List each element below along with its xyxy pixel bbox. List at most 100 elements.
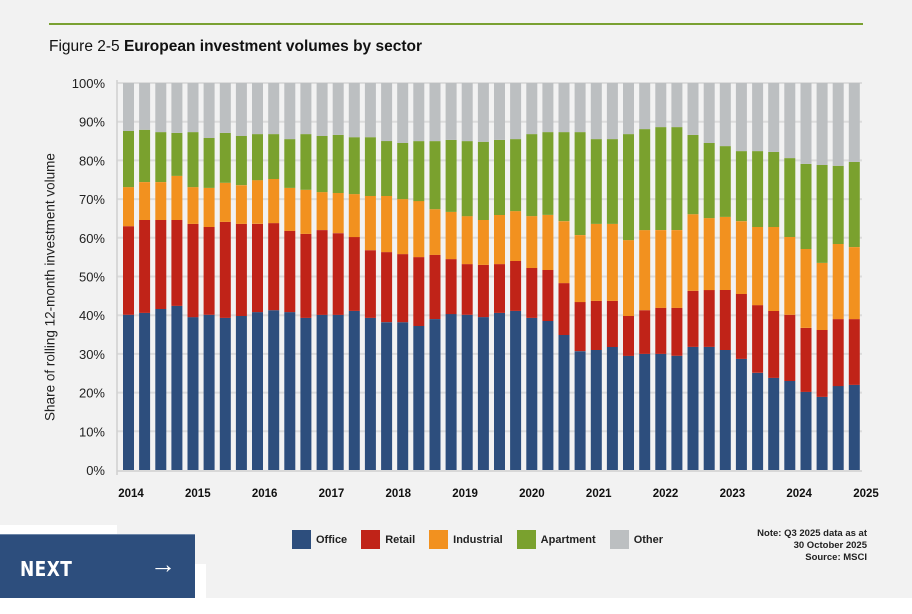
legend: Office Retail Industrial Apartment Other — [292, 530, 677, 549]
legend-item-retail: Retail — [361, 530, 415, 549]
bar-segment-other — [542, 83, 554, 133]
bar-segment-industrial — [461, 216, 473, 265]
bar-segment-retail — [461, 264, 473, 315]
bar-segment-apartment — [752, 151, 764, 227]
y-tick-label: 20% — [79, 386, 105, 401]
bar-segment-industrial — [252, 180, 263, 224]
bars — [123, 83, 860, 470]
bar-segment-office — [671, 355, 683, 470]
bar-segment-other — [848, 83, 860, 162]
bar-segment-office — [381, 322, 393, 470]
bar-segment-apartment — [477, 141, 489, 220]
bar-segment-apartment — [832, 165, 844, 244]
bar-segment-office — [623, 355, 634, 470]
bar-segment-retail — [381, 252, 393, 323]
bar-segment-office — [494, 312, 505, 470]
bar-segment-retail — [574, 302, 586, 352]
bar-segment-office — [284, 312, 296, 470]
bar-segment-office — [123, 314, 134, 470]
white-panel — [195, 564, 206, 598]
bar-segment-industrial — [187, 187, 199, 224]
bar-segment-other — [526, 83, 538, 135]
bar-segment-other — [155, 83, 167, 133]
bar-segment-retail — [364, 250, 376, 318]
bar-segment-retail — [687, 290, 699, 347]
bar-segment-industrial — [784, 237, 796, 315]
bar-segment-retail — [526, 268, 538, 318]
legend-label: Retail — [385, 533, 416, 546]
bar-segment-industrial — [510, 211, 522, 261]
bar-segment-office — [413, 326, 425, 470]
x-tick-label: 2018 — [385, 488, 411, 500]
figure-number: Figure 2-5 — [49, 38, 120, 55]
bar-segment-office — [477, 317, 489, 470]
next-button[interactable]: NEXT → — [0, 534, 195, 598]
bar-segment-retail — [300, 233, 312, 318]
bar-segment-industrial — [671, 230, 683, 308]
bar-segment-office — [252, 312, 263, 470]
legend-label: Apartment — [540, 533, 596, 546]
bar-segment-apartment — [494, 139, 505, 215]
bar-segment-other — [235, 83, 247, 136]
bar-segment-other — [300, 83, 312, 135]
bar-segment-office — [832, 386, 844, 470]
y-tick-label: 0% — [86, 463, 105, 478]
bar-segment-retail — [284, 230, 296, 313]
bar-segment-other — [203, 83, 215, 138]
bar-segment-office — [542, 321, 554, 470]
bar-segment-industrial — [155, 182, 167, 220]
bar-segment-office — [784, 381, 796, 470]
bar-segment-apartment — [397, 143, 409, 200]
bar-segment-industrial — [752, 227, 764, 306]
bar-segment-other — [123, 83, 134, 131]
y-tick-label: 60% — [79, 231, 105, 246]
legend-swatch — [516, 530, 536, 549]
bar-segment-retail — [155, 220, 167, 309]
bar-segment-retail — [623, 316, 634, 356]
bar-segment-industrial — [219, 182, 231, 222]
bar-segment-office — [268, 310, 280, 470]
bar-segment-retail — [235, 223, 247, 316]
legend-item-office: Office — [292, 530, 347, 549]
x-tick-label: 2015 — [185, 488, 211, 500]
bar-segment-office — [816, 396, 828, 470]
bar-segment-other — [187, 83, 199, 133]
bar-segment-other — [139, 83, 151, 130]
bar-segment-other — [510, 83, 522, 140]
bar-segment-apartment — [735, 151, 747, 222]
bar-segment-apartment — [187, 132, 199, 188]
x-tick-labels: 2014 2015 2016 2017 2018 2019 2020 2021 2022 2023… — [118, 488, 879, 500]
bar-segment-other — [735, 83, 747, 152]
bar-segment-office — [171, 305, 183, 470]
bar-segment-other — [752, 83, 764, 152]
bar-segment-industrial — [397, 199, 409, 255]
bar-segment-industrial — [574, 235, 586, 303]
bar-segment-other — [800, 83, 812, 164]
bar-segment-apartment — [219, 132, 231, 183]
bar-segment-apartment — [268, 134, 280, 179]
bar-segment-retail — [784, 314, 796, 381]
bar-segment-other — [719, 83, 731, 147]
y-tick-label: 50% — [79, 270, 105, 285]
bar-segment-retail — [510, 261, 522, 311]
bar-segment-apartment — [413, 141, 425, 202]
bar-segment-apartment — [381, 141, 393, 196]
bar-segment-industrial — [300, 189, 312, 234]
bar-segment-industrial — [687, 214, 699, 291]
bar-segment-retail — [219, 221, 231, 318]
bar-segment-retail — [752, 305, 764, 373]
bar-segment-apartment — [574, 132, 586, 235]
bar-segment-apartment — [542, 132, 554, 215]
bar-segment-retail — [348, 237, 360, 311]
bar-segment-retail — [397, 254, 409, 323]
y-tick-label: 90% — [79, 115, 105, 130]
bar-segment-apartment — [155, 132, 167, 182]
bar-segment-office — [510, 310, 522, 470]
bar-segment-apartment — [768, 151, 780, 227]
bar-segment-office — [768, 377, 780, 470]
bar-segment-other — [332, 83, 344, 135]
bar-segment-other — [429, 83, 441, 142]
next-label: NEXT — [20, 557, 73, 581]
x-tick-label: 2025 — [853, 488, 879, 500]
axes — [116, 80, 862, 475]
